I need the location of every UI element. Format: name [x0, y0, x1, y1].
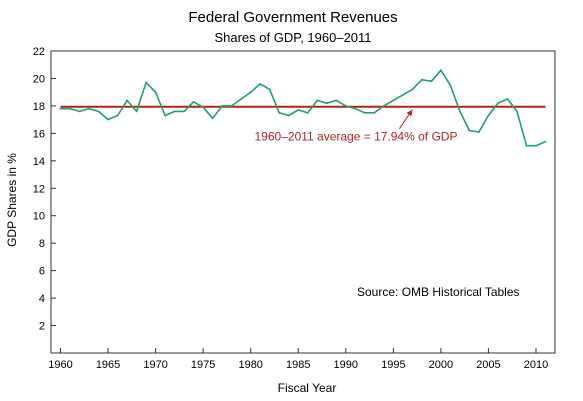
data-point — [363, 111, 366, 114]
x-tick-label: 1975 — [191, 359, 215, 371]
data-point — [535, 144, 537, 147]
data-point — [487, 114, 490, 117]
data-point — [249, 91, 252, 94]
data-point — [145, 81, 147, 84]
y-tick-label: 4 — [39, 293, 45, 305]
x-tick-label: 1970 — [143, 359, 167, 371]
data-point — [325, 102, 328, 105]
data-point — [107, 118, 109, 121]
y-tick-label: 10 — [33, 211, 45, 223]
data-point — [468, 129, 471, 132]
data-point — [202, 106, 205, 109]
data-point — [88, 107, 90, 110]
data-point — [439, 69, 442, 72]
data-point — [259, 83, 262, 85]
x-tick-label: 2000 — [429, 359, 453, 371]
average-label: 1960–2011 average = 17.94% of GDP — [255, 130, 458, 144]
y-axis-label: GDP Shares in % — [5, 153, 19, 247]
y-tick-label: 22 — [33, 46, 45, 58]
y-tick-label: 14 — [33, 156, 45, 168]
data-point — [420, 78, 423, 81]
data-point — [335, 99, 338, 102]
data-point — [297, 109, 300, 111]
data-point — [278, 111, 281, 114]
x-tick-label: 1960 — [48, 359, 72, 371]
data-point — [316, 99, 319, 102]
plot-area: 2 4 6 8 10 12 14 16 18 20 22 1960 1965 1970 1975 1980 19… — [33, 46, 556, 371]
y-tick-label: 8 — [39, 238, 45, 250]
data-point — [268, 88, 271, 91]
data-point — [506, 98, 509, 100]
data-point — [306, 111, 309, 114]
data-point — [287, 114, 290, 117]
x-tick-label: 1980 — [238, 359, 262, 371]
data-point — [230, 105, 233, 107]
data-point — [525, 144, 528, 147]
data-point — [240, 98, 243, 100]
x-tick-label: 2005 — [476, 359, 500, 371]
chart-title: Federal Government Revenues — [188, 9, 397, 26]
data-point — [221, 105, 224, 107]
data-point — [164, 114, 167, 117]
data-point — [449, 84, 452, 87]
data-point — [373, 111, 376, 114]
data-point — [211, 117, 214, 120]
data-point — [544, 140, 547, 143]
data-point — [392, 99, 395, 102]
x-tick-label: 1965 — [96, 359, 120, 371]
x-tick-label: 1990 — [334, 359, 358, 371]
data-point — [116, 114, 119, 117]
data-point — [411, 88, 414, 91]
data-point — [430, 80, 433, 83]
y-tick-label: 16 — [33, 128, 45, 140]
chart-subtitle: Shares of GDP, 1960–2011 — [214, 30, 371, 45]
data-point — [192, 100, 195, 103]
data-point — [382, 105, 385, 107]
data-point — [173, 110, 176, 113]
x-tick-label: 1995 — [381, 359, 405, 371]
y-tick-label: 6 — [39, 266, 45, 278]
y-tick-label: 2 — [39, 321, 45, 333]
x-tick-label: 2010 — [524, 359, 548, 371]
data-point — [183, 110, 186, 113]
y-tick-label: 20 — [33, 73, 45, 85]
average-arrow — [398, 109, 413, 130]
source-label: Source: OMB Historical Tables — [357, 285, 520, 299]
data-point — [126, 99, 128, 102]
revenue-series-line — [60, 69, 546, 147]
data-point — [516, 110, 518, 113]
data-point — [354, 107, 357, 110]
data-point — [459, 110, 461, 113]
data-point — [135, 110, 138, 113]
plot-frame — [50, 50, 556, 354]
data-point — [478, 131, 480, 133]
data-point — [69, 107, 71, 110]
data-point — [97, 110, 100, 113]
data-point — [401, 94, 404, 96]
x-tick-label: 1985 — [286, 359, 310, 371]
data-point — [497, 102, 499, 105]
x-axis-label: Fiscal Year — [278, 381, 337, 395]
data-point — [59, 107, 62, 110]
y-tick-label: 12 — [33, 183, 45, 195]
data-point — [154, 91, 157, 94]
y-tick-label: 18 — [33, 101, 45, 113]
data-point — [78, 110, 81, 113]
data-point — [344, 105, 347, 107]
